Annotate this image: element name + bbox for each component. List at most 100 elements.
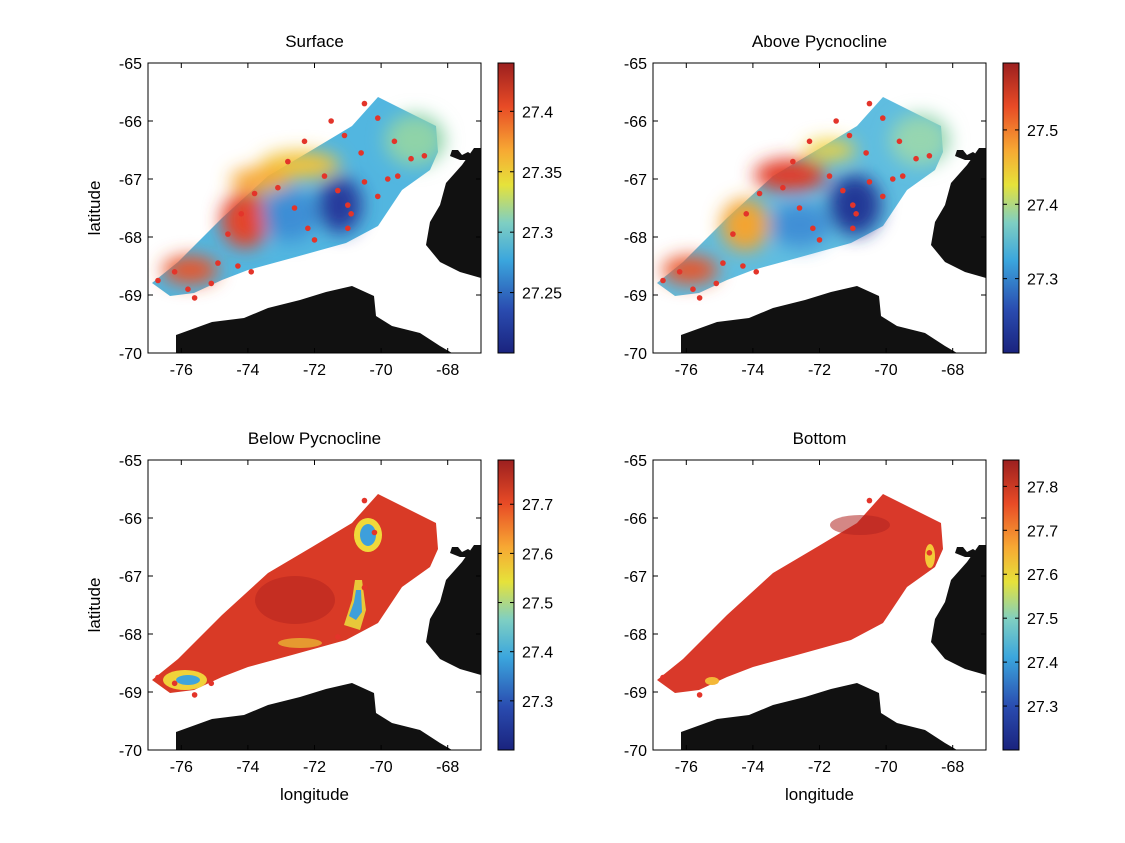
station-marker: [743, 211, 750, 217]
ytick-label: -66: [119, 511, 142, 528]
panel-above-pycnocline-colorbar-ticks: 27.3 27.4 27.5: [1003, 123, 1058, 289]
station-marker: [275, 184, 281, 191]
xtick-label: -72: [303, 362, 326, 379]
station-marker: [208, 280, 215, 287]
ytick-label: -68: [119, 627, 142, 644]
station-marker: [335, 187, 341, 194]
ytick-label: -65: [119, 56, 142, 73]
xtick-label: -72: [808, 759, 831, 776]
station-marker: [720, 260, 726, 266]
station-marker: [806, 138, 813, 145]
colorbar-tick-label: 27.3: [1027, 699, 1058, 716]
xtick-label: -74: [741, 362, 764, 379]
ytick-label: -69: [624, 685, 647, 702]
station-marker: [155, 277, 161, 284]
panel-surface: -76 -74 -72 -70 -68 -65 -66 -67 -68 -69 -70 Surfa…: [85, 32, 562, 379]
xtick-label: -70: [875, 362, 898, 379]
station-marker: [753, 269, 760, 275]
panel-above-pycnocline-title: Above Pycnocline: [752, 32, 887, 51]
station-marker: [348, 211, 354, 217]
station-marker: [345, 225, 351, 232]
bottom-stations: [660, 497, 933, 698]
panel-below-pycnocline-xticks: -76 -74 -72 -70 -68: [170, 460, 459, 776]
colorbar-tick-label: 27.35: [522, 165, 562, 182]
ytick-label: -67: [119, 172, 142, 189]
panel-bottom-yticks: -65 -66 -67 -68 -69 -70: [624, 453, 986, 760]
ytick-label: -65: [119, 453, 142, 470]
station-marker: [291, 205, 298, 211]
station-marker: [345, 202, 351, 208]
above-land: [681, 148, 986, 353]
ytick-label: -67: [624, 172, 647, 189]
station-marker: [790, 158, 796, 165]
xtick-label: -70: [875, 759, 898, 776]
station-marker: [155, 674, 161, 681]
ytick-label: -68: [624, 627, 647, 644]
station-marker: [896, 138, 903, 145]
station-marker: [840, 187, 846, 194]
panel-above-pycnocline: -76 -74 -72 -70 -68 -65 -66 -67 -68 -69 -70 Above…: [624, 32, 1058, 379]
panel-bottom-xticks: -76 -74 -72 -70 -68: [675, 460, 964, 776]
above-field-base: [657, 97, 943, 296]
station-marker: [696, 295, 703, 301]
station-marker: [863, 150, 869, 156]
surface-land: [176, 148, 481, 353]
station-marker: [826, 173, 833, 179]
panel-below-pycnocline-ylabel: latitude: [85, 578, 104, 633]
colorbar-tick-label: 27.3: [522, 694, 553, 711]
xtick-label: -68: [941, 362, 964, 379]
panel-bottom-colorbar-ticks: 27.3 27.4 27.5 27.6 27.7 27.8: [1003, 479, 1058, 716]
station-marker: [850, 202, 856, 208]
colorbar-tick-label: 27.4: [522, 104, 553, 121]
station-marker: [248, 269, 255, 275]
colorbar-tick-label: 27.6: [1027, 567, 1058, 584]
panel-below-pycnocline-title: Below Pycnocline: [248, 429, 381, 448]
ytick-label: -70: [624, 743, 647, 760]
station-marker: [341, 132, 348, 139]
ytick-label: -68: [624, 230, 647, 247]
station-marker: [185, 286, 191, 293]
ytick-label: -65: [624, 56, 647, 73]
panel-above-pycnocline-map: [657, 97, 986, 353]
station-marker: [913, 155, 919, 162]
station-marker: [690, 286, 696, 293]
ytick-label: -67: [624, 569, 647, 586]
station-marker: [796, 205, 803, 211]
station-marker: [361, 100, 368, 107]
station-marker: [889, 176, 896, 182]
station-marker: [391, 138, 398, 145]
colorbar-tick-label: 27.4: [1027, 197, 1058, 214]
station-marker: [730, 231, 736, 237]
ytick-label: -65: [624, 453, 647, 470]
station-marker: [660, 674, 666, 681]
colorbar-tick-label: 27.25: [522, 286, 562, 303]
station-marker: [394, 173, 401, 179]
station-marker: [899, 173, 906, 179]
station-marker: [238, 211, 245, 217]
xtick-label: -76: [170, 759, 193, 776]
panel-bottom-xlabel: longitude: [785, 785, 854, 804]
panel-below-pycnocline-map: [152, 494, 481, 750]
station-marker: [713, 280, 720, 287]
station-marker: [816, 237, 823, 243]
colorbar-tick-label: 27.5: [1027, 123, 1058, 140]
below-stations: [155, 497, 378, 698]
station-marker: [301, 138, 308, 145]
ytick-label: -70: [119, 743, 142, 760]
station-marker: [408, 155, 414, 162]
station-marker: [850, 225, 856, 232]
panel-bottom-title: Bottom: [793, 429, 847, 448]
colorbar-tick-label: 27.3: [1027, 272, 1058, 289]
station-marker: [696, 692, 703, 698]
station-marker: [421, 153, 428, 159]
panel-bottom-colorbar: 27.3 27.4 27.5 27.6 27.7 27.8: [1002, 459, 1058, 751]
colorbar-tick-label: 27.7: [522, 497, 553, 514]
station-marker: [191, 295, 198, 301]
xtick-label: -74: [741, 759, 764, 776]
panel-above-pycnocline-colorbar: 27.3 27.4 27.5: [1002, 62, 1058, 354]
ytick-label: -66: [119, 114, 142, 131]
station-marker: [171, 680, 178, 687]
station-marker: [374, 115, 381, 121]
panel-above-pycnocline-colorbar-gradient: [1002, 62, 1020, 354]
station-marker: [305, 225, 311, 232]
